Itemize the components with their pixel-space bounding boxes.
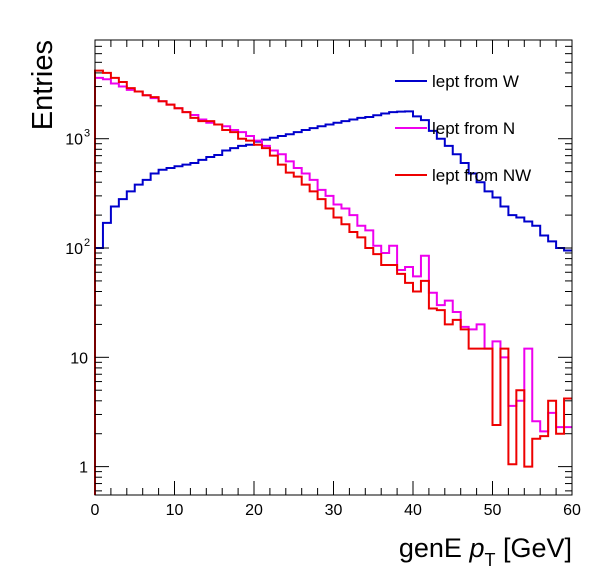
series-line-3 bbox=[94, 69, 572, 495]
x-axis-label: genE pT [GeV] bbox=[399, 533, 572, 570]
series-line-2 bbox=[94, 76, 572, 495]
x-tick-label: 0 bbox=[91, 502, 100, 519]
x-tick-label: 40 bbox=[404, 502, 422, 519]
plot-frame bbox=[94, 39, 573, 496]
axis-ticks bbox=[94, 39, 573, 495]
x-tick-label: 30 bbox=[325, 502, 343, 519]
legend: lept from W lept from N lept from NW bbox=[395, 72, 531, 185]
x-tick-label: 60 bbox=[563, 502, 581, 519]
x-tick-labels: 0 10 20 30 40 50 60 bbox=[91, 502, 581, 519]
legend-label: lept from NW bbox=[432, 166, 531, 185]
legend-label: lept from N bbox=[432, 119, 515, 138]
x-tick-label: 10 bbox=[166, 502, 184, 519]
series-line-1 bbox=[94, 110, 572, 495]
y-tick-label: 10 bbox=[70, 350, 88, 367]
y-tick-label-exponent: 2 bbox=[84, 237, 90, 249]
x-tick-label: 50 bbox=[484, 502, 502, 519]
y-axis-label: Entries bbox=[27, 40, 59, 130]
x-tick-label: 20 bbox=[245, 502, 263, 519]
y-tick-label: 10 bbox=[65, 132, 83, 149]
y-tick-label: 10 bbox=[65, 241, 83, 258]
y-tick-label-exponent: 3 bbox=[84, 128, 90, 140]
y-tick-label: 1 bbox=[79, 460, 88, 477]
series-layer bbox=[94, 69, 572, 495]
legend-label: lept from W bbox=[432, 72, 519, 91]
